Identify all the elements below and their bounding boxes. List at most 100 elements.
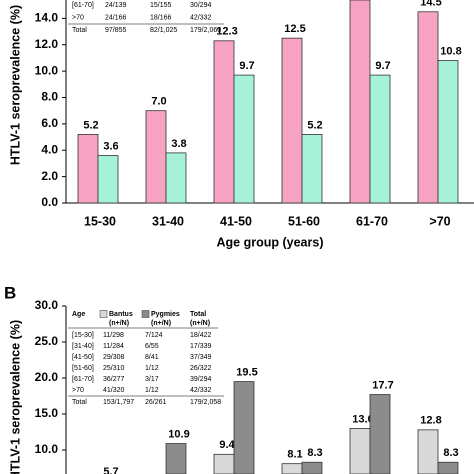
table-cell: Total bbox=[72, 399, 87, 406]
bar bbox=[145, 110, 167, 204]
y-tick-label: 25.0 bbox=[35, 334, 59, 348]
legend-swatch bbox=[99, 310, 108, 318]
table-cell: 30/294 bbox=[190, 2, 212, 9]
bar bbox=[437, 461, 459, 474]
table-cell: 36/277 bbox=[103, 376, 125, 383]
bar bbox=[417, 429, 439, 474]
bar bbox=[233, 381, 255, 474]
bar bbox=[417, 11, 439, 204]
y-tick-label: 12.0 bbox=[35, 37, 59, 51]
value-label: 8.3 bbox=[443, 447, 458, 459]
table-cell: 18/422 bbox=[190, 332, 212, 339]
table-cell: [61-70] bbox=[72, 2, 94, 9]
table-cell: >70 bbox=[72, 387, 84, 394]
y-tick-label: 14.0 bbox=[35, 11, 59, 25]
value-label: 9.7 bbox=[375, 60, 390, 72]
table-cell: [41-50] bbox=[72, 354, 94, 361]
table-cell: 153/1,797 bbox=[103, 399, 134, 406]
value-label: 13.0 bbox=[352, 413, 373, 425]
table-cell: 7/124 bbox=[145, 332, 163, 339]
table-cell: 179/2,058 bbox=[190, 399, 221, 406]
value-label: 3.8 bbox=[171, 138, 186, 150]
value-label: 8.3 bbox=[307, 447, 322, 459]
table-cell: [51-60] bbox=[72, 365, 94, 372]
y-tick-label: 15.0 bbox=[35, 406, 59, 420]
bar bbox=[165, 152, 187, 204]
table-cell: 24/166 bbox=[105, 14, 127, 21]
table-cell: 3/17 bbox=[145, 376, 159, 383]
table-cell: 42/332 bbox=[190, 387, 212, 394]
value-label: 9.7 bbox=[239, 60, 254, 72]
bar bbox=[165, 443, 187, 474]
value-label: 7.0 bbox=[151, 96, 166, 108]
bar bbox=[281, 463, 303, 474]
table-cell: 8/41 bbox=[145, 354, 159, 361]
table-cell: 179/2,060 bbox=[190, 27, 221, 34]
value-label: 5.2 bbox=[307, 119, 322, 131]
x-tick-label: >70 bbox=[429, 214, 450, 228]
bar bbox=[233, 74, 255, 204]
x-tick-label: 61-70 bbox=[356, 214, 388, 228]
x-axis-title: Age group (years) bbox=[217, 235, 324, 249]
bar bbox=[213, 453, 235, 474]
y-axis-title: HTLV-1 seroprevalence (%) bbox=[8, 5, 22, 165]
value-label: 3.6 bbox=[103, 140, 118, 152]
value-label: 5.7 bbox=[103, 466, 118, 474]
y-tick-label: 4.0 bbox=[41, 142, 58, 156]
table-header: (n+/N) bbox=[109, 320, 129, 327]
table-cell: 82/1,025 bbox=[150, 27, 177, 34]
bar bbox=[77, 134, 99, 204]
table-cell: 39/294 bbox=[190, 376, 212, 383]
table-cell: 26/322 bbox=[190, 365, 212, 372]
value-label: 17.7 bbox=[372, 379, 393, 391]
bar bbox=[281, 37, 303, 204]
y-tick-label: 30.0 bbox=[35, 298, 59, 312]
bar bbox=[301, 134, 323, 204]
legend-label: Bantus bbox=[109, 311, 133, 318]
bar bbox=[349, 0, 371, 204]
table-cell: 6/55 bbox=[145, 343, 159, 350]
table-header: (n+/N) bbox=[151, 320, 171, 327]
table-cell: 29/308 bbox=[103, 354, 125, 361]
y-tick-label: 10.0 bbox=[35, 442, 59, 456]
y-tick-label: 8.0 bbox=[41, 90, 58, 104]
table-cell: [15-30] bbox=[72, 332, 94, 339]
value-label: 12.3 bbox=[216, 26, 237, 38]
legend-label: Pygmies bbox=[151, 311, 180, 318]
table-cell: 11/284 bbox=[103, 343, 124, 350]
bar bbox=[213, 40, 235, 204]
bar bbox=[437, 60, 459, 204]
value-label: 12.8 bbox=[420, 415, 441, 427]
table-header: Total bbox=[190, 311, 206, 318]
table-cell: 37/349 bbox=[190, 354, 212, 361]
y-tick-label: 6.0 bbox=[41, 116, 58, 130]
y-tick-label: 10.0 bbox=[35, 63, 59, 77]
table-cell: 17/339 bbox=[190, 343, 212, 350]
table-header: Age bbox=[72, 311, 85, 318]
table-cell: 42/332 bbox=[190, 14, 212, 21]
y-tick-label: 20.0 bbox=[35, 370, 59, 384]
table-cell: [61-70] bbox=[72, 376, 94, 383]
x-tick-label: 41-50 bbox=[220, 214, 252, 228]
table-cell: 1/12 bbox=[145, 365, 159, 372]
table-cell: [31-40] bbox=[72, 343, 94, 350]
value-label: 10.9 bbox=[168, 428, 189, 440]
value-label: 12.5 bbox=[284, 23, 305, 35]
x-tick-label: 51-60 bbox=[288, 214, 320, 228]
x-tick-label: 15-30 bbox=[84, 214, 116, 228]
value-label: 5.2 bbox=[83, 119, 98, 131]
table-cell: 1/12 bbox=[145, 387, 159, 394]
table-cell: 25/310 bbox=[103, 365, 125, 372]
table-cell: 24/139 bbox=[105, 2, 127, 9]
table-cell: >70 bbox=[72, 14, 84, 21]
bar bbox=[301, 461, 323, 474]
table-cell: 11/298 bbox=[103, 332, 124, 339]
legend-swatch bbox=[141, 310, 150, 318]
bar bbox=[369, 394, 391, 474]
bar bbox=[97, 155, 119, 204]
y-tick-label: 0.0 bbox=[41, 195, 58, 209]
bar bbox=[369, 74, 391, 204]
y-tick-label: 2.0 bbox=[41, 169, 58, 183]
table-cell: 26/261 bbox=[145, 399, 167, 406]
